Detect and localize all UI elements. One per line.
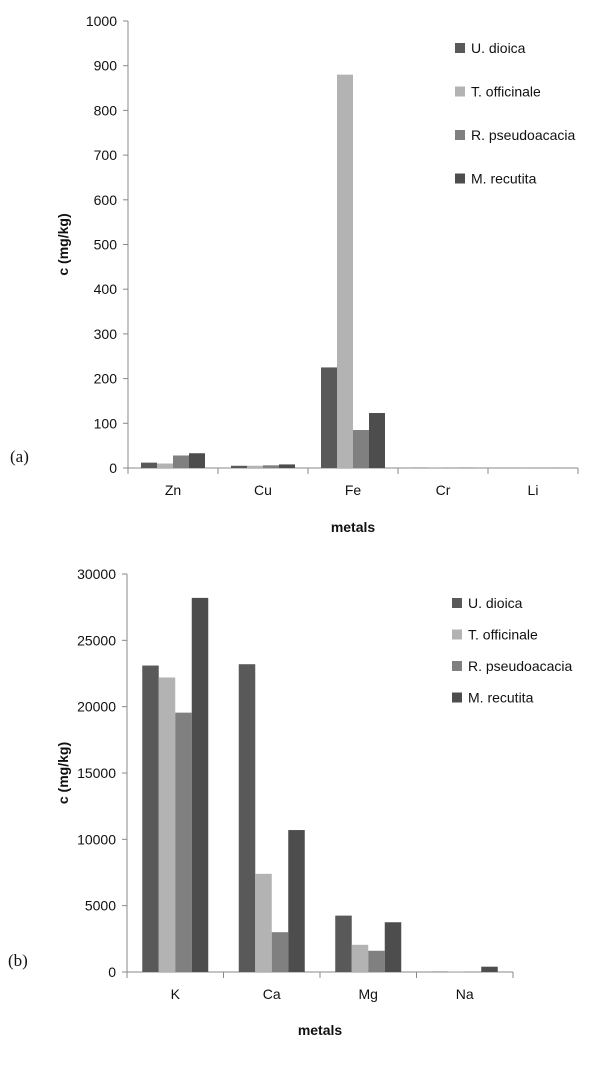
panel-label: (a) xyxy=(10,447,29,466)
x-axis-title: metals xyxy=(331,519,376,535)
bar-ca-series-4 xyxy=(288,830,305,972)
legend-swatch xyxy=(455,43,465,53)
y-tick-label: 1000 xyxy=(86,13,117,29)
y-tick-label: 10000 xyxy=(77,831,116,847)
y-tick-label: 15000 xyxy=(77,765,116,781)
y-tick-label: 600 xyxy=(94,192,118,208)
bar-cu-series-4 xyxy=(279,464,295,468)
y-tick-label: 900 xyxy=(94,58,118,74)
bar-fe-series-2 xyxy=(337,74,353,468)
legend-swatch xyxy=(455,173,465,184)
y-tick-label: 0 xyxy=(109,460,117,476)
y-tick-label: 400 xyxy=(94,281,118,297)
bar-ca-series-3 xyxy=(271,932,289,972)
y-tick-label: 25000 xyxy=(77,632,116,648)
x-category-label: Li xyxy=(528,482,539,498)
x-category-label: Cu xyxy=(254,482,272,498)
bar-ca-series-1 xyxy=(238,664,256,972)
x-category-label: Cr xyxy=(436,482,451,498)
bar-mg-series-3 xyxy=(368,950,385,972)
y-tick-label: 5000 xyxy=(85,898,116,914)
y-tick-label: 20000 xyxy=(77,699,116,715)
y-axis-title: c (mg/kg) xyxy=(55,742,71,804)
bar-na-series-4 xyxy=(481,966,498,972)
bar-mg-series-4 xyxy=(384,922,402,972)
legend-label: M. recutita xyxy=(471,171,537,187)
legend-label: R. pseudoacacia xyxy=(471,127,576,143)
chart-b: 0 5000 10000 15000 20000 25000 30000 K Ca Mg Na met… xyxy=(8,566,573,1038)
legend-swatch xyxy=(452,661,462,671)
bar-zn-series-1 xyxy=(141,462,157,468)
y-axis-title: c (mg/kg) xyxy=(55,213,71,275)
y-tick-label: 100 xyxy=(94,415,118,431)
legend-swatch xyxy=(452,692,462,703)
x-category-label: Ca xyxy=(263,986,281,1002)
legend-label: R. pseudoacacia xyxy=(468,658,573,674)
legend-label: T. officinale xyxy=(468,627,538,643)
bar-cu-series-1 xyxy=(231,465,247,468)
legend-swatch xyxy=(452,629,462,640)
bar-fe-series-3 xyxy=(353,430,369,468)
legend-label: U. dioica xyxy=(468,595,523,611)
bar-k-series-1 xyxy=(142,665,159,972)
legend-swatch xyxy=(452,598,462,608)
panel-label: (b) xyxy=(8,951,28,970)
bar-zn-series-3 xyxy=(173,455,189,468)
bar-k-series-2 xyxy=(158,677,176,972)
y-tick-label: 0 xyxy=(108,964,116,980)
legend-label: M. recutita xyxy=(468,690,534,706)
x-axis-title: metals xyxy=(298,1022,343,1038)
x-category-label: Na xyxy=(456,986,474,1002)
y-tick-label: 500 xyxy=(94,237,118,253)
y-tick-label: 30000 xyxy=(77,566,116,582)
bar-zn-series-2 xyxy=(157,463,173,468)
bar-mg-series-1 xyxy=(335,915,352,972)
x-category-label: Mg xyxy=(359,986,378,1002)
bar-cu-series-3 xyxy=(263,465,279,468)
y-tick-label: 300 xyxy=(94,326,118,342)
bar-fe-series-4 xyxy=(369,413,385,468)
y-tick-label: 700 xyxy=(94,147,118,163)
bar-mg-series-2 xyxy=(351,944,369,972)
bar-k-series-3 xyxy=(175,712,192,972)
y-tick-label: 200 xyxy=(94,371,118,387)
legend-label: U. dioica xyxy=(471,40,526,56)
chart-a: 0 100 200 300 400 500 600 700 800 900 1000 Zn Cu Fe Cr… xyxy=(10,13,579,535)
legend-swatch xyxy=(455,86,465,97)
legend-label: T. officinale xyxy=(471,84,541,100)
x-category-label: K xyxy=(171,986,181,1002)
bar-cu-series-2 xyxy=(247,465,263,468)
legend-swatch xyxy=(455,130,465,140)
x-category-label: Fe xyxy=(345,482,362,498)
bar-ca-series-2 xyxy=(255,873,272,972)
bar-fe-series-1 xyxy=(321,367,337,468)
bar-zn-series-4 xyxy=(189,453,205,468)
x-category-label: Zn xyxy=(165,482,181,498)
bar-k-series-4 xyxy=(191,597,209,972)
y-tick-label: 800 xyxy=(94,102,118,118)
